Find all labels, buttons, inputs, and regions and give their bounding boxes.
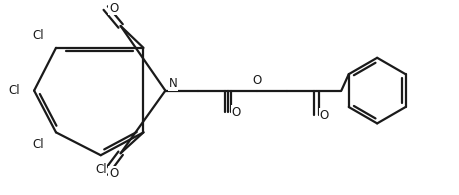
Text: O: O (320, 109, 329, 122)
Text: O: O (231, 106, 241, 119)
Text: Cl: Cl (32, 29, 44, 42)
Text: N: N (169, 77, 178, 90)
Text: O: O (252, 74, 262, 87)
Text: O: O (109, 167, 118, 180)
Text: O: O (109, 2, 118, 15)
Text: Cl: Cl (32, 138, 44, 151)
Text: Cl: Cl (8, 84, 20, 97)
Text: Cl: Cl (95, 163, 106, 176)
